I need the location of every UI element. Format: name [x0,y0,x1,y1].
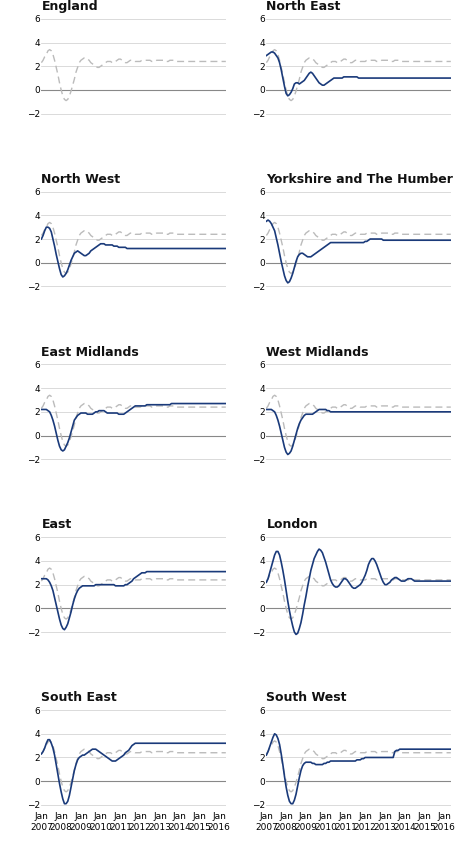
Text: North East: North East [266,0,340,13]
Text: Yorkshire and The Humber: Yorkshire and The Humber [266,172,452,185]
Text: London: London [266,518,317,531]
Text: West Midlands: West Midlands [266,346,368,359]
Text: South East: South East [41,692,117,704]
Text: North West: North West [41,172,120,185]
Text: England: England [41,0,98,13]
Text: East Midlands: East Midlands [41,346,139,359]
Text: East: East [41,518,72,531]
Text: South West: South West [266,692,346,704]
